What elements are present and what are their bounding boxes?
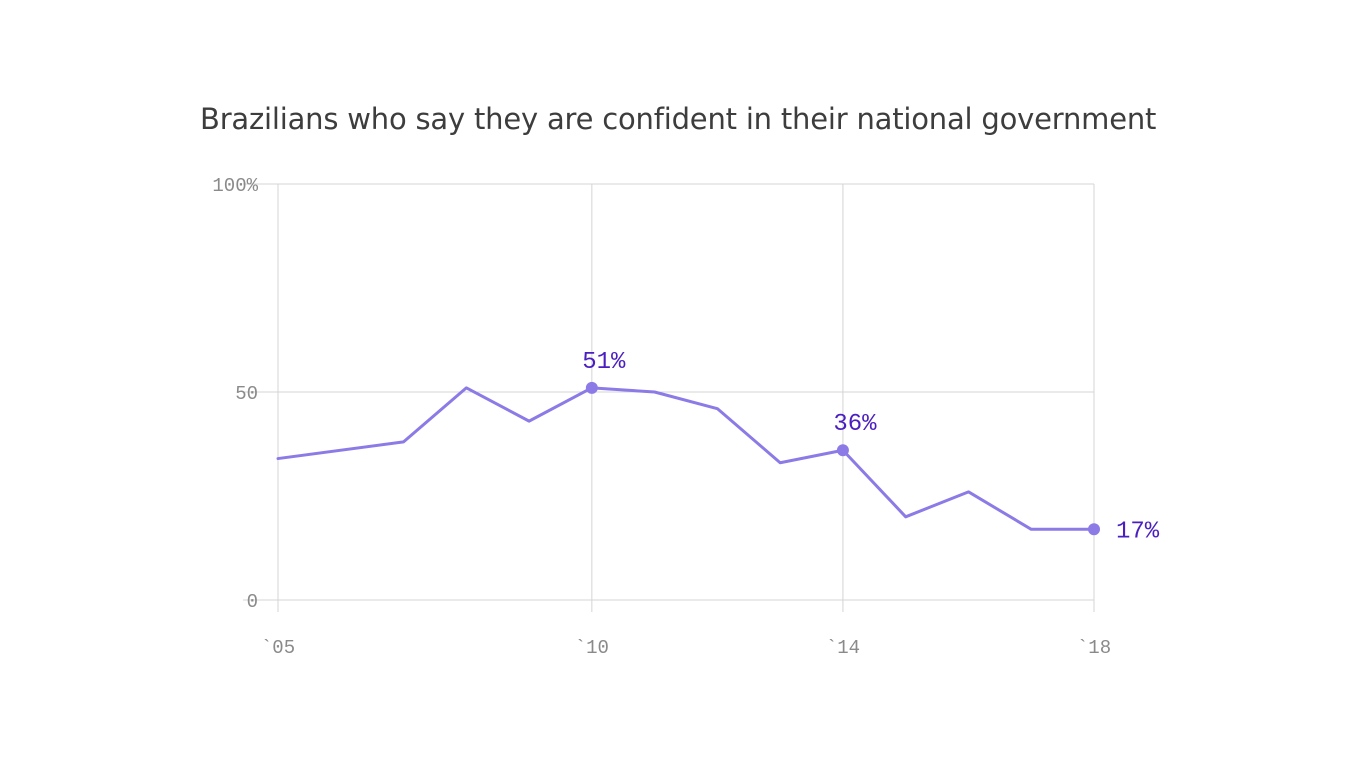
chart-series [276, 386, 1096, 531]
chart-title: Brazilians who say they are confident in… [200, 102, 1157, 136]
x-tick-label: `14 [826, 637, 860, 659]
data-label: 36% [833, 411, 877, 438]
x-tick-label: `18 [1077, 637, 1111, 659]
axis-labels: 0 50 100% `05 `10 `14 `18 [212, 175, 1111, 659]
x-tick-label: `10 [575, 637, 609, 659]
series-line [276, 386, 1096, 531]
data-point [836, 444, 849, 457]
chart-points: 51% 36% 17% [582, 349, 1160, 545]
y-tick-label: 50 [235, 383, 258, 405]
y-tick-label: 0 [247, 591, 258, 613]
data-point [585, 381, 598, 394]
chart-grid [243, 183, 1095, 612]
data-label: 51% [582, 349, 626, 376]
data-point [1088, 523, 1100, 536]
x-tick-label: `05 [261, 637, 295, 659]
data-label: 17% [1116, 518, 1160, 545]
y-tick-label: 100% [212, 175, 258, 197]
